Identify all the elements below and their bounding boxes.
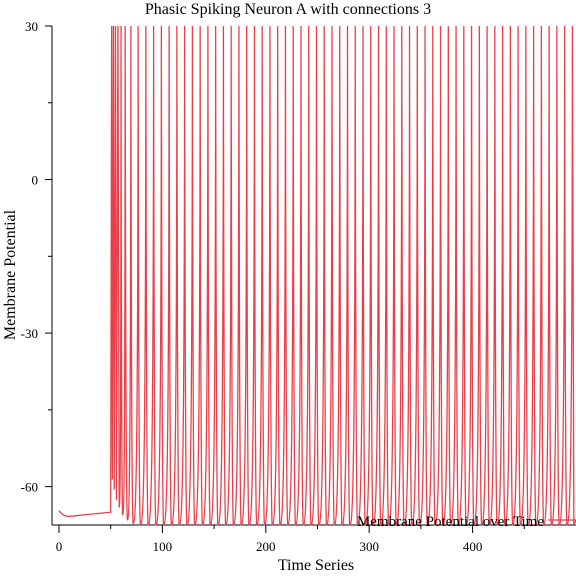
x-tick-label: 0 xyxy=(56,539,63,554)
y-tick-label: -60 xyxy=(21,480,38,495)
x-tick-label: 300 xyxy=(359,539,379,554)
chart-title: Phasic Spiking Neuron A with connections… xyxy=(145,1,431,18)
y-tick-label: 0 xyxy=(32,173,39,188)
y-axis-label: Membrane Potential xyxy=(2,209,19,340)
legend: Membrane Potential over Time xyxy=(357,514,576,530)
legend-entry-label: Membrane Potential over Time xyxy=(357,514,544,530)
y-tick-label: 30 xyxy=(25,19,38,34)
series-group xyxy=(58,25,576,526)
x-tick-label: 200 xyxy=(256,539,276,554)
tick-group: 0 100 200 300 400 -60 -30 0 30 xyxy=(21,19,525,554)
x-tick-label: 400 xyxy=(463,539,483,554)
series-line-membrane-potential xyxy=(58,25,576,526)
x-axis-label: Time Series xyxy=(278,557,354,574)
x-tick-label: 100 xyxy=(153,539,173,554)
y-tick-label: -30 xyxy=(21,326,38,341)
